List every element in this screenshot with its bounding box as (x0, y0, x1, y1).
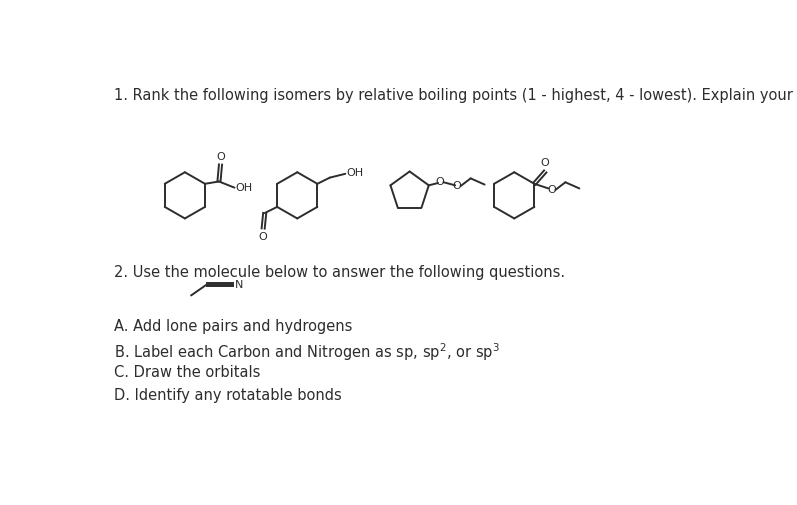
Text: O: O (547, 185, 556, 195)
Text: B. Label each Carbon and Nitrogen as sp, sp$^2$, or sp$^3$: B. Label each Carbon and Nitrogen as sp,… (114, 342, 500, 364)
Text: 1. Rank the following isomers by relative boiling points (1 - highest, 4 - lowes: 1. Rank the following isomers by relativ… (114, 87, 797, 103)
Text: A. Add lone pairs and hydrogens: A. Add lone pairs and hydrogens (114, 319, 352, 333)
Text: D. Identify any rotatable bonds: D. Identify any rotatable bonds (114, 388, 341, 403)
Text: 2. Use the molecule below to answer the following questions.: 2. Use the molecule below to answer the … (114, 265, 565, 280)
Text: N: N (235, 280, 244, 290)
Text: O: O (259, 231, 268, 241)
Text: OH: OH (235, 183, 253, 193)
Text: O: O (435, 177, 444, 187)
Text: O: O (216, 152, 225, 162)
Text: O: O (453, 181, 461, 191)
Text: O: O (541, 159, 550, 168)
Text: C. Draw the orbitals: C. Draw the orbitals (114, 365, 260, 380)
Text: OH: OH (346, 168, 363, 178)
